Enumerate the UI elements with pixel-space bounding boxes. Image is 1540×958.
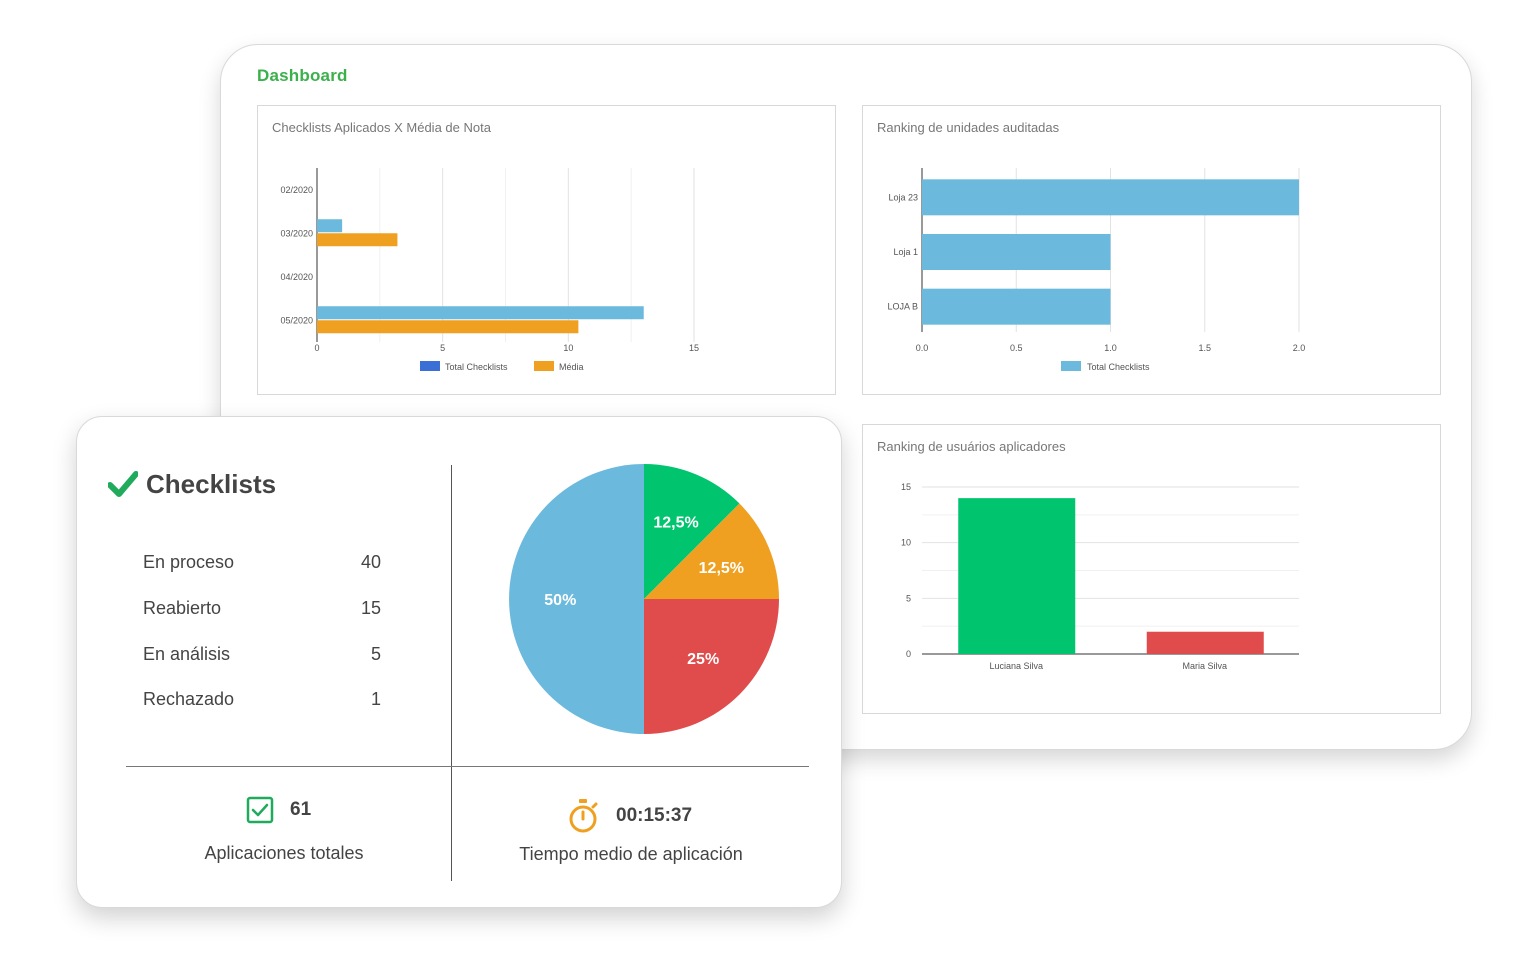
kpi-avg-time-value: 00:15:37 xyxy=(616,805,693,826)
y-tick-label: 5 xyxy=(906,593,911,603)
dashboard-title: Dashboard xyxy=(257,66,348,85)
pie-slice-label: 25% xyxy=(687,651,719,668)
pie-slice xyxy=(509,464,644,734)
stat-value: 15 xyxy=(360,598,381,618)
legend-swatch-total xyxy=(1061,361,1081,371)
stat-row-reabierto: Reabierto 15 xyxy=(143,598,383,619)
stat-value: 1 xyxy=(370,689,381,709)
x-tick-label: 0 xyxy=(314,343,319,353)
legend-label: Média xyxy=(559,362,584,372)
x-tick-label: Maria Silva xyxy=(1182,661,1227,671)
panel-ranking-usuarios: Ranking de usuários aplicadores 0 5 10 15 Lu… xyxy=(862,424,1441,714)
x-tick-label: 15 xyxy=(689,343,699,353)
x-tick-label: 2.0 xyxy=(1293,343,1306,353)
chart-checklists-vs-media: 0 5 10 15 02/2020 03/2020 04/2020 05/2020 Total … xyxy=(280,168,699,372)
panel-title: Ranking de usuários aplicadores xyxy=(877,439,1066,454)
y-tick-label: 0 xyxy=(906,649,911,659)
y-tick-label: 02/2020 xyxy=(280,185,313,195)
pie-slice-label: 50% xyxy=(544,592,576,609)
x-tick-label: 1.5 xyxy=(1198,343,1211,353)
kpi-avg-time-label: Tiempo medio de aplicación xyxy=(519,844,743,864)
stat-row-en-proceso: En proceso 40 xyxy=(143,552,383,573)
status-pie-chart: 12,5% 12,5% 25% 50% xyxy=(509,464,779,734)
bar-total-checklists xyxy=(317,219,343,233)
y-tick-label: 15 xyxy=(901,482,911,492)
x-tick-label: 0.0 xyxy=(916,343,929,353)
card-header: Checklists xyxy=(108,466,276,502)
y-tick-label: Loja 1 xyxy=(893,247,918,257)
stopwatch-icon xyxy=(569,799,598,833)
stat-value: 5 xyxy=(370,644,381,664)
bar-total-checklists xyxy=(922,234,1111,270)
bar-total-checklists xyxy=(922,179,1299,216)
y-tick-label: 04/2020 xyxy=(280,272,313,282)
stat-label: Rechazado xyxy=(143,689,235,709)
legend-label: Total Checklists xyxy=(445,362,508,372)
chart-ranking-usuarios: 0 5 10 15 Luciana Silva Maria Silva xyxy=(901,482,1299,671)
checkmark-icon xyxy=(108,471,138,497)
bar-media xyxy=(317,233,398,247)
y-tick-label: 03/2020 xyxy=(280,228,313,238)
stat-value: 40 xyxy=(360,552,381,572)
pie-slice-label: 12,5% xyxy=(699,560,744,577)
card-title: Checklists xyxy=(146,468,277,499)
kpi-total-label: Aplicaciones totales xyxy=(204,843,364,863)
legend-swatch-total xyxy=(420,361,440,371)
kpi-avg-time: 00:15:37 xyxy=(566,798,692,834)
chart-ranking-unidades: 0.0 0.5 1.0 1.5 2.0 Loja 23 Loja 1 LOJA B Total … xyxy=(887,168,1306,372)
stat-label: En análisis xyxy=(143,644,231,664)
legend-label: Total Checklists xyxy=(1087,362,1150,372)
pie-slice xyxy=(644,464,740,599)
y-tick-label: LOJA B xyxy=(887,302,918,312)
panel-title: Checklists Aplicados X Média de Nota xyxy=(272,120,491,135)
legend-swatch-media xyxy=(534,361,554,371)
x-tick-label: 1.0 xyxy=(1104,343,1117,353)
bar-user xyxy=(958,498,1076,654)
bar-media xyxy=(317,320,579,334)
bar-total-checklists xyxy=(317,306,644,320)
horizontal-divider xyxy=(126,766,809,767)
y-tick-label: Loja 23 xyxy=(888,192,918,202)
bar-total-checklists xyxy=(922,288,1111,325)
panel-checklists-vs-media: Checklists Aplicados X Média de Nota 0 5 1… xyxy=(257,105,836,395)
pie-slice xyxy=(644,503,779,599)
x-tick-label: 10 xyxy=(563,343,573,353)
panel-ranking-unidades: Ranking de unidades auditadas 0.0 0.5 1.0 1… xyxy=(862,105,1441,395)
x-tick-label: 5 xyxy=(440,343,445,353)
x-tick-label: Luciana Silva xyxy=(989,661,1043,671)
x-tick-label: 0.5 xyxy=(1010,343,1023,353)
checkbox-icon xyxy=(246,796,274,824)
stat-label: En proceso xyxy=(143,552,235,572)
y-tick-label: 05/2020 xyxy=(280,315,313,325)
pie-slice-label: 12,5% xyxy=(653,515,698,532)
stat-row-en-analisis: En análisis 5 xyxy=(143,644,383,665)
panel-title: Ranking de unidades auditadas xyxy=(877,120,1060,135)
stat-label: Reabierto xyxy=(143,598,222,618)
pie-slice xyxy=(644,599,779,734)
vertical-divider xyxy=(451,465,452,881)
kpi-total: 61 xyxy=(246,796,311,824)
y-tick-label: 10 xyxy=(901,538,911,548)
kpi-total-value: 61 xyxy=(290,799,312,820)
bar-user xyxy=(1146,631,1264,654)
stat-row-rechazado: Rechazado 1 xyxy=(143,689,383,710)
